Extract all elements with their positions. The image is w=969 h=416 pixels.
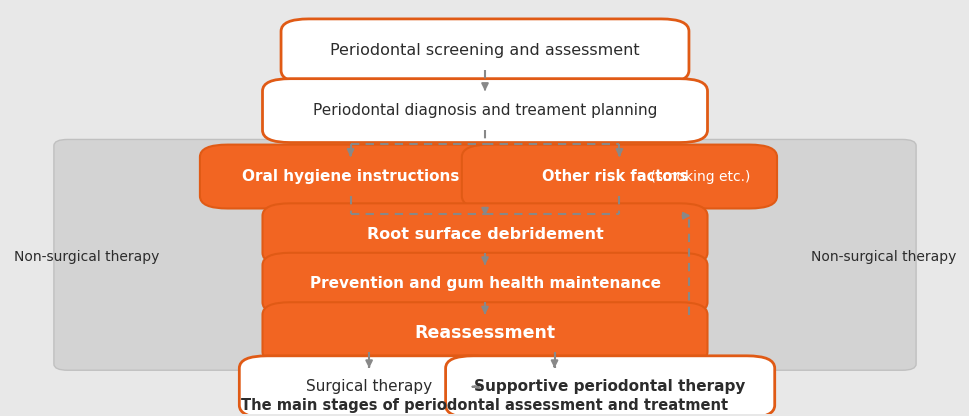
Text: Non-surgical therapy: Non-surgical therapy — [810, 250, 955, 264]
FancyBboxPatch shape — [263, 203, 706, 265]
Text: (smoking etc.): (smoking etc.) — [645, 170, 750, 183]
FancyBboxPatch shape — [461, 145, 776, 208]
Text: Non-surgical therapy: Non-surgical therapy — [14, 250, 159, 264]
Text: Periodontal diagnosis and treament planning: Periodontal diagnosis and treament plann… — [312, 103, 657, 118]
Text: Reassessment: Reassessment — [414, 324, 555, 342]
FancyBboxPatch shape — [281, 19, 688, 83]
Text: The main stages of periodontal assessment and treatment: The main stages of periodontal assessmen… — [241, 398, 728, 413]
FancyBboxPatch shape — [54, 139, 915, 370]
Text: Other risk factors: Other risk factors — [541, 169, 687, 184]
FancyBboxPatch shape — [263, 302, 706, 364]
Text: Surgical therapy: Surgical therapy — [306, 379, 432, 394]
FancyBboxPatch shape — [200, 145, 501, 208]
FancyBboxPatch shape — [239, 356, 498, 416]
Text: Root surface debridement: Root surface debridement — [366, 227, 603, 242]
FancyBboxPatch shape — [263, 79, 706, 143]
Text: Supportive periodontal therapy: Supportive periodontal therapy — [474, 379, 745, 394]
Text: Prevention and gum health maintenance: Prevention and gum health maintenance — [309, 276, 660, 291]
Text: Periodontal screening and assessment: Periodontal screening and assessment — [329, 43, 640, 58]
Text: Oral hygiene instructions: Oral hygiene instructions — [241, 169, 458, 184]
FancyBboxPatch shape — [263, 253, 706, 314]
FancyBboxPatch shape — [445, 356, 774, 416]
